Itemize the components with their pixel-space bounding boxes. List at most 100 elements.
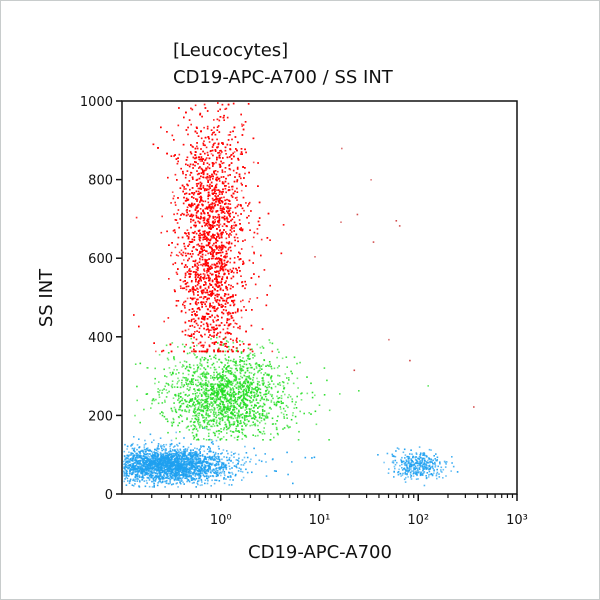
data-point bbox=[199, 296, 201, 299]
data-point bbox=[204, 384, 207, 387]
data-point bbox=[131, 462, 133, 465]
data-point bbox=[170, 374, 173, 376]
data-point bbox=[140, 469, 143, 472]
data-point bbox=[278, 401, 280, 403]
data-point bbox=[224, 380, 226, 383]
data-point bbox=[277, 415, 279, 418]
data-point bbox=[152, 398, 154, 401]
data-point bbox=[206, 477, 208, 479]
data-point bbox=[134, 483, 136, 485]
data-point bbox=[209, 393, 212, 396]
data-point bbox=[160, 454, 163, 456]
data-point bbox=[222, 467, 225, 469]
data-point bbox=[238, 405, 241, 408]
data-point bbox=[182, 460, 185, 463]
data-point bbox=[207, 435, 210, 437]
data-point bbox=[235, 360, 237, 363]
data-point bbox=[142, 475, 144, 477]
data-point bbox=[195, 468, 198, 471]
data-point bbox=[218, 407, 221, 410]
data-point bbox=[156, 466, 158, 468]
data-point bbox=[258, 381, 260, 383]
data-point bbox=[181, 469, 184, 472]
data-point bbox=[194, 447, 196, 449]
data-point bbox=[227, 371, 230, 374]
data-point bbox=[170, 471, 173, 474]
data-point bbox=[201, 356, 203, 359]
data-point bbox=[289, 426, 291, 428]
data-point bbox=[193, 388, 196, 390]
data-point bbox=[130, 465, 132, 467]
data-point bbox=[208, 403, 211, 405]
data-point bbox=[201, 454, 203, 457]
data-point bbox=[125, 484, 128, 486]
data-point bbox=[203, 421, 206, 424]
data-point bbox=[219, 402, 221, 405]
data-point bbox=[195, 414, 198, 416]
data-point bbox=[194, 406, 197, 409]
data-point bbox=[237, 385, 240, 387]
data-point bbox=[151, 471, 154, 473]
data-point bbox=[146, 476, 149, 479]
data-point bbox=[213, 387, 215, 390]
data-point bbox=[128, 472, 131, 474]
data-point bbox=[156, 472, 159, 475]
data-point bbox=[141, 467, 143, 470]
data-point bbox=[126, 477, 129, 480]
data-point bbox=[201, 484, 203, 486]
data-point bbox=[221, 395, 224, 398]
data-point bbox=[181, 409, 183, 412]
data-point bbox=[140, 476, 143, 479]
data-point bbox=[148, 485, 151, 488]
data-point bbox=[183, 377, 186, 379]
data-point bbox=[216, 414, 218, 417]
data-point bbox=[241, 471, 244, 473]
data-point bbox=[238, 386, 241, 389]
data-point bbox=[146, 466, 148, 469]
data-point bbox=[189, 398, 192, 401]
data-point bbox=[147, 470, 150, 472]
data-point bbox=[179, 463, 181, 466]
data-point bbox=[253, 395, 255, 397]
data-point bbox=[165, 449, 167, 451]
data-point bbox=[183, 460, 186, 463]
data-point bbox=[233, 385, 236, 387]
data-point bbox=[221, 182, 224, 185]
data-point bbox=[138, 485, 140, 487]
data-point bbox=[144, 474, 146, 476]
data-point bbox=[211, 393, 214, 396]
data-point bbox=[205, 464, 207, 467]
data-point bbox=[290, 418, 293, 421]
data-point bbox=[221, 368, 224, 370]
data-point bbox=[229, 367, 232, 369]
data-point bbox=[259, 399, 262, 402]
data-point bbox=[219, 467, 222, 470]
data-point bbox=[177, 486, 179, 488]
data-point bbox=[240, 407, 242, 409]
data-point bbox=[248, 363, 251, 365]
data-point bbox=[202, 375, 204, 377]
data-point bbox=[211, 425, 214, 428]
data-point bbox=[226, 365, 229, 368]
data-point bbox=[241, 413, 244, 415]
data-point bbox=[133, 447, 136, 449]
data-point bbox=[151, 475, 153, 477]
data-point bbox=[207, 400, 209, 403]
data-point bbox=[208, 423, 211, 426]
data-point bbox=[223, 456, 225, 458]
data-point bbox=[129, 454, 131, 456]
data-point bbox=[181, 471, 183, 474]
data-point bbox=[182, 468, 185, 471]
data-point bbox=[163, 477, 166, 479]
data-point bbox=[167, 431, 169, 434]
data-point bbox=[246, 418, 248, 421]
data-point bbox=[214, 142, 216, 144]
data-point bbox=[205, 417, 207, 420]
data-point bbox=[130, 466, 133, 469]
data-point bbox=[253, 447, 255, 450]
data-point bbox=[230, 476, 232, 478]
data-point bbox=[287, 473, 289, 476]
data-point bbox=[248, 353, 251, 356]
data-point bbox=[291, 414, 294, 417]
data-point bbox=[233, 378, 236, 381]
